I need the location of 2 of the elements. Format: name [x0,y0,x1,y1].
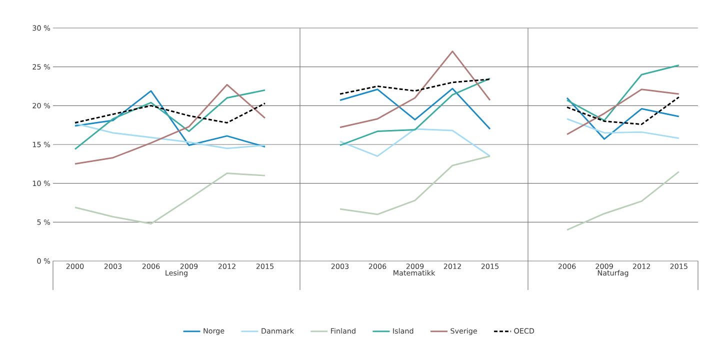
line-series [74,84,266,165]
line-series [74,172,266,224]
